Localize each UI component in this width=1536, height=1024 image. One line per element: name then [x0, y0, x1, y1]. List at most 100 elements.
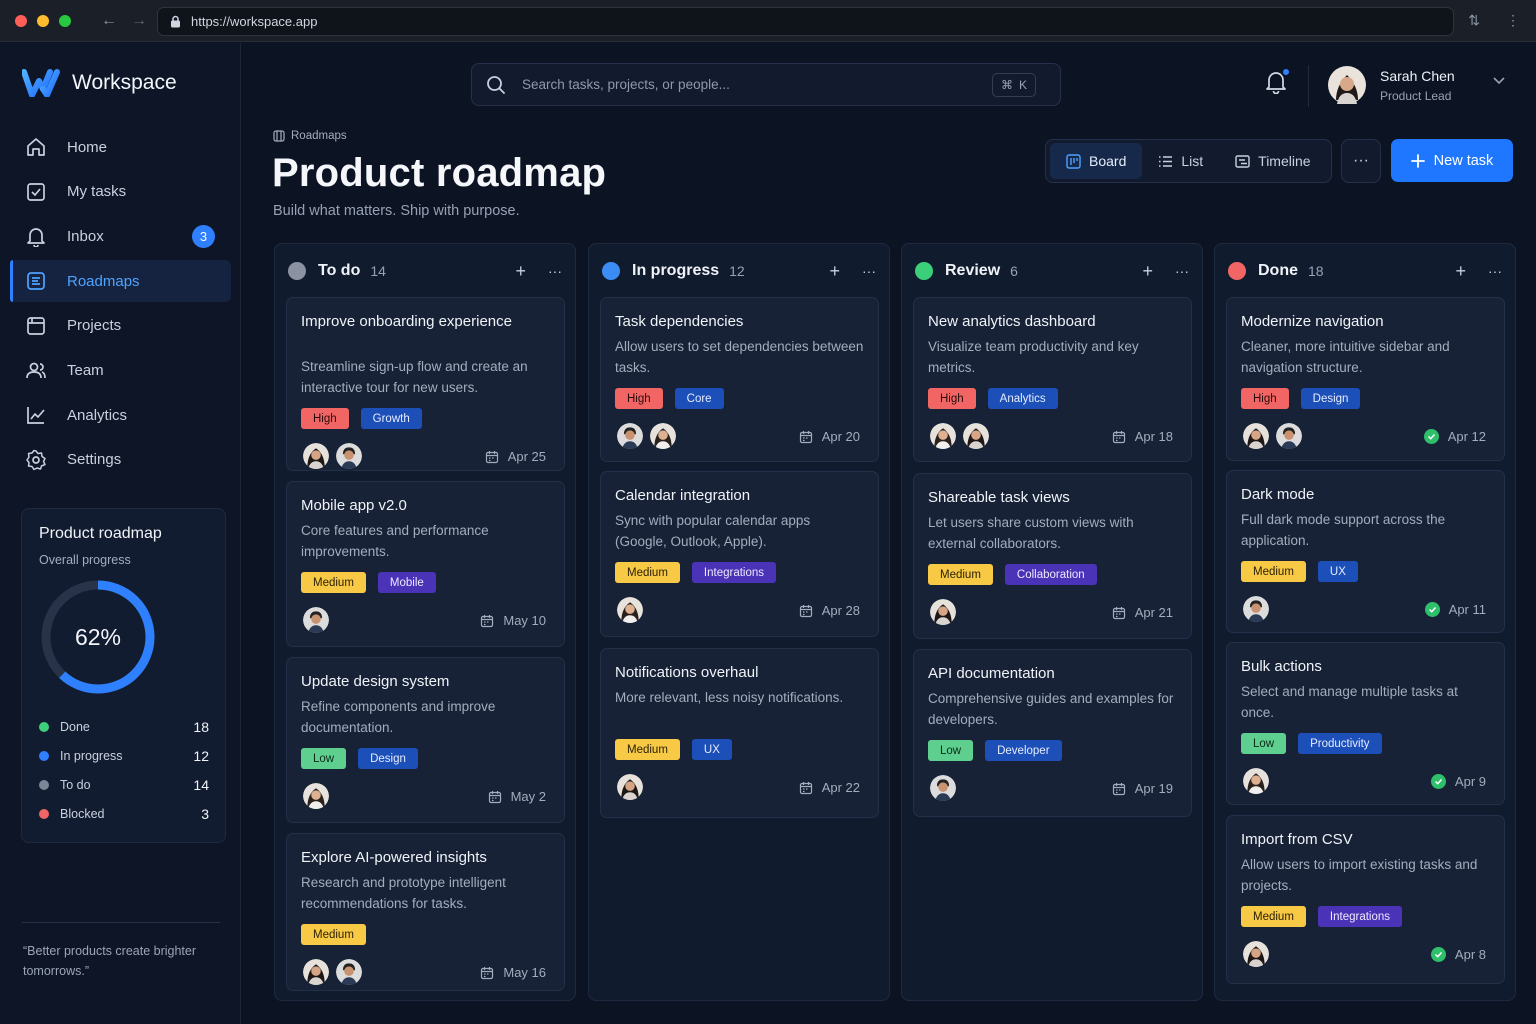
- add-card-plus-icon[interactable]: +: [1455, 260, 1466, 281]
- tag-medium[interactable]: Medium: [301, 924, 366, 945]
- sidebar-item-projects[interactable]: Projects: [10, 305, 231, 347]
- sidebar-item-analytics[interactable]: Analytics: [10, 394, 231, 436]
- browser-menu-icon[interactable]: ⋮: [1506, 12, 1520, 28]
- task-card[interactable]: Notifications overhaul More relevant, les…: [600, 648, 879, 818]
- task-card[interactable]: New analytics dashboard Visualize team pr…: [913, 297, 1192, 462]
- search-input[interactable]: Search tasks, projects, or people...: [522, 77, 730, 92]
- add-card-plus-icon[interactable]: +: [515, 260, 526, 281]
- avatar[interactable]: [301, 605, 331, 635]
- avatar[interactable]: [615, 772, 645, 802]
- task-card[interactable]: Import from CSV Allow users to import exi…: [1226, 815, 1505, 984]
- tag-medium[interactable]: Medium: [928, 564, 993, 585]
- avatar[interactable]: [301, 957, 331, 987]
- avatar[interactable]: [615, 421, 645, 451]
- task-card[interactable]: Dark mode Full dark mode support across t…: [1226, 470, 1505, 633]
- task-card[interactable]: Explore AI-powered insights Research and …: [286, 833, 565, 991]
- sidebar-item-home[interactable]: Home: [10, 126, 231, 168]
- tag-high[interactable]: High: [301, 408, 349, 429]
- tag-medium[interactable]: Medium: [615, 739, 680, 760]
- minimize-window-button[interactable]: [37, 14, 49, 27]
- card-tags: Medium UX: [615, 739, 732, 760]
- avatar[interactable]: [334, 441, 364, 471]
- sidebar-item-team[interactable]: Team: [10, 349, 231, 391]
- maximize-window-button[interactable]: [59, 14, 71, 27]
- task-card[interactable]: Modernize navigation Cleaner, more intuit…: [1226, 297, 1505, 461]
- column-menu-ellipsis-icon[interactable]: ···: [1488, 263, 1502, 279]
- tag-high[interactable]: High: [1241, 388, 1289, 409]
- column-menu-ellipsis-icon[interactable]: ···: [862, 263, 876, 279]
- tag-low[interactable]: Low: [928, 740, 974, 761]
- sidebar-item-inbox[interactable]: Inbox 3: [10, 215, 231, 257]
- notifications-bell-icon[interactable]: [1265, 70, 1287, 94]
- tag-collaboration[interactable]: Collaboration: [1004, 564, 1097, 585]
- legend-item: In progress 12: [39, 741, 209, 770]
- tag-low[interactable]: Low: [301, 748, 347, 769]
- tag-integrations[interactable]: Integrations: [691, 562, 777, 583]
- tag-medium[interactable]: Medium: [1241, 906, 1306, 927]
- tag-design[interactable]: Design: [1300, 388, 1361, 409]
- tag-ux[interactable]: UX: [1317, 561, 1358, 582]
- extensions-icon[interactable]: ⇅: [1468, 12, 1480, 28]
- back-arrow-icon[interactable]: ←: [101, 11, 117, 29]
- task-card[interactable]: Task dependencies Allow users to set depe…: [600, 297, 879, 462]
- tag-integrations[interactable]: Integrations: [1317, 906, 1403, 927]
- app-logo[interactable]: Workspace: [22, 69, 177, 97]
- new-task-button[interactable]: New task: [1391, 139, 1513, 182]
- avatar[interactable]: [928, 597, 958, 627]
- forward-arrow-icon[interactable]: →: [131, 11, 147, 29]
- column-menu-ellipsis-icon[interactable]: ···: [548, 263, 562, 279]
- tag-medium[interactable]: Medium: [1241, 561, 1306, 582]
- address-bar[interactable]: https://workspace.app: [157, 7, 1454, 36]
- tag-ux[interactable]: UX: [691, 739, 732, 760]
- avatar[interactable]: [615, 595, 645, 625]
- search-bar[interactable]: Search tasks, projects, or people... ⌘ K: [471, 63, 1061, 106]
- tag-analytics[interactable]: Analytics: [987, 388, 1058, 409]
- avatar[interactable]: [1241, 594, 1271, 624]
- task-card[interactable]: Bulk actions Select and manage multiple t…: [1226, 642, 1505, 805]
- tag-high[interactable]: High: [928, 388, 976, 409]
- tag-medium[interactable]: Medium: [301, 572, 366, 593]
- task-card[interactable]: Update design system Refine components an…: [286, 657, 565, 823]
- tab-timeline[interactable]: Timeline: [1219, 143, 1326, 179]
- task-card[interactable]: Shareable task views Let users share cust…: [913, 473, 1192, 639]
- avatar[interactable]: [961, 421, 991, 451]
- card-tags: Medium: [301, 924, 366, 945]
- user-menu[interactable]: Sarah Chen Product Lead: [1328, 66, 1455, 104]
- sidebar-item-settings[interactable]: Settings: [10, 439, 231, 481]
- tag-design[interactable]: Design: [358, 748, 418, 769]
- add-card-plus-icon[interactable]: +: [1142, 260, 1153, 281]
- task-card[interactable]: Calendar integration Sync with popular ca…: [600, 471, 879, 637]
- due-date-label: Apr 25: [507, 449, 546, 464]
- avatar[interactable]: [334, 957, 364, 987]
- tag-productivity[interactable]: Productivity: [1298, 733, 1382, 754]
- tag-developer[interactable]: Developer: [985, 740, 1062, 761]
- tag-high[interactable]: High: [615, 388, 663, 409]
- avatar[interactable]: [1274, 421, 1304, 451]
- avatar[interactable]: [301, 781, 331, 811]
- tag-core[interactable]: Core: [674, 388, 724, 409]
- task-card[interactable]: API documentation Comprehensive guides an…: [913, 649, 1192, 817]
- breadcrumb[interactable]: Roadmaps: [273, 130, 347, 142]
- task-card[interactable]: Improve onboarding experience Streamline …: [286, 297, 565, 471]
- tag-growth[interactable]: Growth: [360, 408, 422, 429]
- column-menu-ellipsis-icon[interactable]: ···: [1175, 263, 1189, 279]
- avatar[interactable]: [1241, 766, 1271, 796]
- add-card-plus-icon[interactable]: +: [829, 260, 840, 281]
- tag-low[interactable]: Low: [1241, 733, 1287, 754]
- avatar[interactable]: [928, 421, 958, 451]
- avatar[interactable]: [301, 441, 331, 471]
- avatar[interactable]: [1241, 939, 1271, 969]
- more-options-button[interactable]: ···: [1341, 139, 1381, 183]
- close-window-button[interactable]: [15, 14, 27, 27]
- tag-mobile[interactable]: Mobile: [377, 572, 436, 593]
- tag-medium[interactable]: Medium: [615, 562, 680, 583]
- sidebar-item-roadmaps[interactable]: Roadmaps: [10, 260, 231, 303]
- tab-board[interactable]: Board: [1050, 143, 1143, 179]
- task-card[interactable]: Mobile app v2.0 Core features and perform…: [286, 481, 565, 647]
- avatar[interactable]: [1241, 421, 1271, 451]
- sidebar-item-my-tasks[interactable]: My tasks: [10, 171, 231, 213]
- avatar[interactable]: [648, 421, 678, 451]
- chevron-down-icon[interactable]: [1493, 77, 1505, 85]
- avatar[interactable]: [928, 773, 958, 803]
- tab-list[interactable]: List: [1142, 143, 1219, 179]
